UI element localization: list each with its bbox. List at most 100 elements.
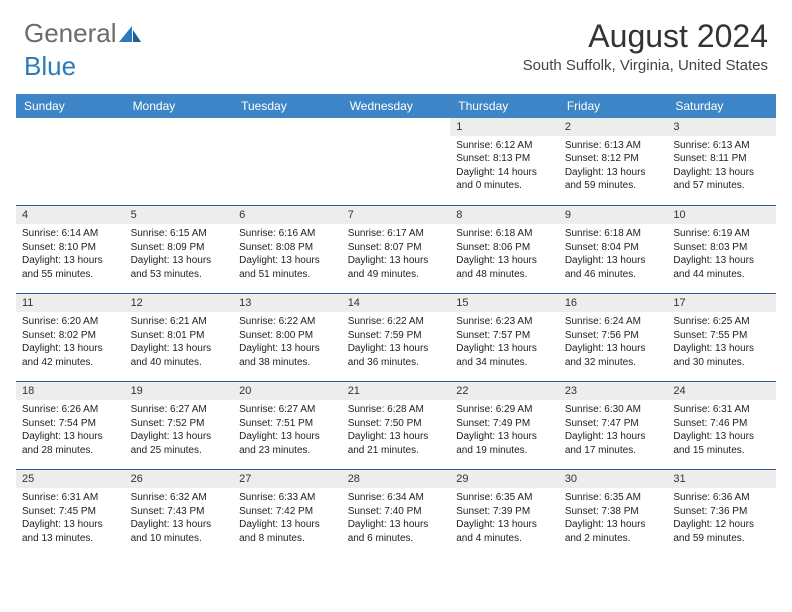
- day-number-empty: [342, 118, 451, 136]
- sunrise-line: Sunrise: 6:31 AM: [22, 491, 119, 505]
- day-number: 9: [559, 206, 668, 224]
- daylight-line: Daylight: 13 hours and 21 minutes.: [348, 430, 445, 457]
- sunset-line: Sunset: 8:02 PM: [22, 329, 119, 343]
- daylight-line: Daylight: 13 hours and 55 minutes.: [22, 254, 119, 281]
- daylight-line: Daylight: 13 hours and 38 minutes.: [239, 342, 336, 369]
- calendar-cell: [233, 118, 342, 206]
- daylight-line: Daylight: 13 hours and 25 minutes.: [131, 430, 228, 457]
- day-details: Sunrise: 6:21 AMSunset: 8:01 PMDaylight:…: [125, 312, 234, 373]
- calendar-cell: 15Sunrise: 6:23 AMSunset: 7:57 PMDayligh…: [450, 294, 559, 382]
- daylight-line: Daylight: 12 hours and 59 minutes.: [673, 518, 770, 545]
- sunset-line: Sunset: 8:13 PM: [456, 152, 553, 166]
- sunset-line: Sunset: 7:40 PM: [348, 505, 445, 519]
- calendar-cell: 28Sunrise: 6:34 AMSunset: 7:40 PMDayligh…: [342, 470, 451, 558]
- daylight-line: Daylight: 13 hours and 13 minutes.: [22, 518, 119, 545]
- day-details: Sunrise: 6:22 AMSunset: 7:59 PMDaylight:…: [342, 312, 451, 373]
- daylight-line: Daylight: 13 hours and 51 minutes.: [239, 254, 336, 281]
- sunrise-line: Sunrise: 6:30 AM: [565, 403, 662, 417]
- sunset-line: Sunset: 8:00 PM: [239, 329, 336, 343]
- calendar-cell: 31Sunrise: 6:36 AMSunset: 7:36 PMDayligh…: [667, 470, 776, 558]
- day-details: Sunrise: 6:14 AMSunset: 8:10 PMDaylight:…: [16, 224, 125, 285]
- day-details: Sunrise: 6:13 AMSunset: 8:11 PMDaylight:…: [667, 136, 776, 197]
- sunset-line: Sunset: 7:36 PM: [673, 505, 770, 519]
- calendar-cell: 2Sunrise: 6:13 AMSunset: 8:12 PMDaylight…: [559, 118, 668, 206]
- day-details: Sunrise: 6:28 AMSunset: 7:50 PMDaylight:…: [342, 400, 451, 461]
- location-subtitle: South Suffolk, Virginia, United States: [523, 57, 768, 74]
- calendar-cell: 26Sunrise: 6:32 AMSunset: 7:43 PMDayligh…: [125, 470, 234, 558]
- calendar-cell: 11Sunrise: 6:20 AMSunset: 8:02 PMDayligh…: [16, 294, 125, 382]
- sunset-line: Sunset: 7:45 PM: [22, 505, 119, 519]
- sunrise-line: Sunrise: 6:35 AM: [456, 491, 553, 505]
- daylight-line: Daylight: 13 hours and 30 minutes.: [673, 342, 770, 369]
- month-title: August 2024: [523, 18, 768, 55]
- daylight-line: Daylight: 13 hours and 49 minutes.: [348, 254, 445, 281]
- calendar-cell: 17Sunrise: 6:25 AMSunset: 7:55 PMDayligh…: [667, 294, 776, 382]
- col-header: Thursday: [450, 94, 559, 118]
- title-block: August 2024 South Suffolk, Virginia, Uni…: [523, 18, 768, 74]
- sunrise-line: Sunrise: 6:18 AM: [565, 227, 662, 241]
- sunset-line: Sunset: 8:12 PM: [565, 152, 662, 166]
- day-details: Sunrise: 6:29 AMSunset: 7:49 PMDaylight:…: [450, 400, 559, 461]
- day-number-empty: [125, 118, 234, 136]
- day-number: 3: [667, 118, 776, 136]
- day-details: Sunrise: 6:34 AMSunset: 7:40 PMDaylight:…: [342, 488, 451, 549]
- calendar-week-row: 11Sunrise: 6:20 AMSunset: 8:02 PMDayligh…: [16, 294, 776, 382]
- daylight-line: Daylight: 13 hours and 10 minutes.: [131, 518, 228, 545]
- sunrise-line: Sunrise: 6:14 AM: [22, 227, 119, 241]
- day-number: 20: [233, 382, 342, 400]
- calendar-cell: 9Sunrise: 6:18 AMSunset: 8:04 PMDaylight…: [559, 206, 668, 294]
- day-details: Sunrise: 6:33 AMSunset: 7:42 PMDaylight:…: [233, 488, 342, 549]
- sunset-line: Sunset: 7:51 PM: [239, 417, 336, 431]
- sunset-line: Sunset: 8:10 PM: [22, 241, 119, 255]
- calendar-cell: 21Sunrise: 6:28 AMSunset: 7:50 PMDayligh…: [342, 382, 451, 470]
- sunrise-line: Sunrise: 6:12 AM: [456, 139, 553, 153]
- sunset-line: Sunset: 7:56 PM: [565, 329, 662, 343]
- logo-text-blue: Blue: [24, 51, 76, 81]
- day-details: Sunrise: 6:23 AMSunset: 7:57 PMDaylight:…: [450, 312, 559, 373]
- sunrise-line: Sunrise: 6:19 AM: [673, 227, 770, 241]
- calendar-cell: 29Sunrise: 6:35 AMSunset: 7:39 PMDayligh…: [450, 470, 559, 558]
- day-number: 13: [233, 294, 342, 312]
- day-details: Sunrise: 6:35 AMSunset: 7:39 PMDaylight:…: [450, 488, 559, 549]
- day-number: 12: [125, 294, 234, 312]
- sunset-line: Sunset: 8:08 PM: [239, 241, 336, 255]
- sunrise-line: Sunrise: 6:32 AM: [131, 491, 228, 505]
- sunset-line: Sunset: 7:55 PM: [673, 329, 770, 343]
- day-details: Sunrise: 6:20 AMSunset: 8:02 PMDaylight:…: [16, 312, 125, 373]
- day-number: 26: [125, 470, 234, 488]
- day-number: 6: [233, 206, 342, 224]
- sunrise-line: Sunrise: 6:27 AM: [239, 403, 336, 417]
- day-number: 2: [559, 118, 668, 136]
- day-details: Sunrise: 6:26 AMSunset: 7:54 PMDaylight:…: [16, 400, 125, 461]
- logo-text: GeneralBlue: [24, 18, 141, 82]
- day-number: 23: [559, 382, 668, 400]
- calendar-cell: [342, 118, 451, 206]
- day-number: 5: [125, 206, 234, 224]
- sunrise-line: Sunrise: 6:20 AM: [22, 315, 119, 329]
- calendar-cell: 3Sunrise: 6:13 AMSunset: 8:11 PMDaylight…: [667, 118, 776, 206]
- sunset-line: Sunset: 7:38 PM: [565, 505, 662, 519]
- calendar-cell: 27Sunrise: 6:33 AMSunset: 7:42 PMDayligh…: [233, 470, 342, 558]
- sunrise-line: Sunrise: 6:24 AM: [565, 315, 662, 329]
- day-details: Sunrise: 6:32 AMSunset: 7:43 PMDaylight:…: [125, 488, 234, 549]
- daylight-line: Daylight: 13 hours and 8 minutes.: [239, 518, 336, 545]
- daylight-line: Daylight: 13 hours and 28 minutes.: [22, 430, 119, 457]
- calendar-cell: 25 Sunrise: 6:31 AMSunset: 7:45 PMDayligh…: [16, 470, 125, 558]
- day-details: Sunrise: 6:35 AMSunset: 7:38 PMDaylight:…: [559, 488, 668, 549]
- sunset-line: Sunset: 7:54 PM: [22, 417, 119, 431]
- day-number: 24: [667, 382, 776, 400]
- day-number: 30: [559, 470, 668, 488]
- day-details: Sunrise: 6:27 AMSunset: 7:51 PMDaylight:…: [233, 400, 342, 461]
- daylight-line: Daylight: 13 hours and 4 minutes.: [456, 518, 553, 545]
- daylight-line: Daylight: 13 hours and 36 minutes.: [348, 342, 445, 369]
- col-header: Friday: [559, 94, 668, 118]
- calendar-body: 1Sunrise: 6:12 AMSunset: 8:13 PMDaylight…: [16, 118, 776, 558]
- daylight-line: Daylight: 13 hours and 48 minutes.: [456, 254, 553, 281]
- sunrise-line: Sunrise: 6:18 AM: [456, 227, 553, 241]
- daylight-line: Daylight: 13 hours and 57 minutes.: [673, 166, 770, 193]
- sunset-line: Sunset: 7:50 PM: [348, 417, 445, 431]
- day-number: 25: [16, 470, 125, 488]
- calendar-cell: 20Sunrise: 6:27 AMSunset: 7:51 PMDayligh…: [233, 382, 342, 470]
- day-number: 4: [16, 206, 125, 224]
- daylight-line: Daylight: 13 hours and 6 minutes.: [348, 518, 445, 545]
